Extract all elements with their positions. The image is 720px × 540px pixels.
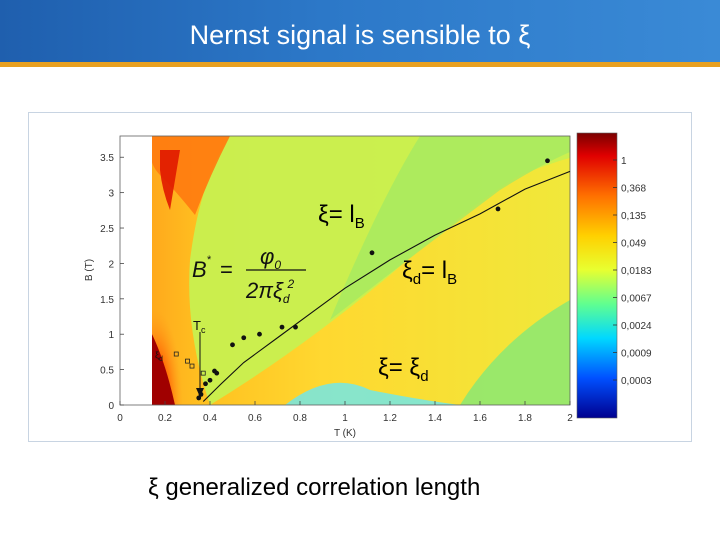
svg-text:φ0: φ0 xyxy=(260,244,281,272)
svg-text:B: B xyxy=(192,257,207,282)
x-tick-label: 1.8 xyxy=(518,413,532,424)
formula-b-star: B * = φ0 2πξd2 xyxy=(192,244,306,306)
slide-header xyxy=(0,0,720,62)
data-point xyxy=(257,331,262,337)
xid-marker-label: ξd xyxy=(155,350,163,363)
xid-marker xyxy=(200,370,206,376)
annotation-xi-equals-xid: ξ= ξd xyxy=(378,354,429,385)
colorbar-ticks: 1 0,368 0,135 0,049 0,0183 0,0067 0,0024 0,0009… xyxy=(613,156,652,387)
y-tick-label: 3.5 xyxy=(100,153,114,164)
colorbar-tick-label: 0,135 xyxy=(621,211,646,222)
x-tick-label: 0.8 xyxy=(293,413,307,424)
slide-caption: ξ generalized correlation length xyxy=(148,474,481,501)
y-tick-label: 1.5 xyxy=(100,295,114,306)
x-tick-label: 1.6 xyxy=(473,413,487,424)
tc-label: Tc xyxy=(193,318,206,335)
data-point xyxy=(207,377,213,383)
svg-text:=: = xyxy=(220,257,233,282)
data-point xyxy=(241,335,247,341)
annotation-xi-equals-lb: ξ= lB xyxy=(318,201,365,232)
colorbar-tick-label: 0,0024 xyxy=(621,321,652,332)
data-point xyxy=(293,324,298,330)
colorbar xyxy=(577,133,617,418)
xid-marker xyxy=(173,351,179,357)
x-axis-ticks: 0 0.2 0.4 0.6 0.8 1 1.2 1.4 1.6 1.8 2 xyxy=(117,401,573,424)
data-point xyxy=(203,381,208,387)
data-point xyxy=(279,324,285,330)
heatmap-field xyxy=(120,136,570,405)
xid-marker xyxy=(185,358,190,364)
tc-arrow xyxy=(196,332,204,397)
colorbar-tick-label: 1 xyxy=(621,156,627,167)
data-point xyxy=(495,206,501,212)
data-point xyxy=(230,342,235,348)
y-tick-label: 2.5 xyxy=(100,224,114,235)
crossover-line xyxy=(202,170,571,402)
xid-markers xyxy=(173,351,206,376)
x-tick-label: 0 xyxy=(117,413,123,424)
y-tick-label: 2 xyxy=(108,259,114,270)
x-tick-label: 0.2 xyxy=(158,413,172,424)
y-tick-label: 3 xyxy=(108,189,114,200)
x-tick-label: 2 xyxy=(567,413,573,424)
svg-text:*: * xyxy=(207,254,212,266)
colorbar-tick-label: 0,0183 xyxy=(621,266,652,277)
y-axis-ticks: 0 0.5 1 1.5 2 2.5 3 3.5 xyxy=(100,153,124,412)
x-tick-label: 0.4 xyxy=(203,413,217,424)
y-tick-label: 0 xyxy=(108,401,114,412)
svg-text:2πξd2: 2πξd2 xyxy=(245,277,295,306)
header-accent-rule xyxy=(0,62,720,67)
x-tick-label: 1 xyxy=(342,413,348,424)
colorbar-tick-label: 0,0003 xyxy=(621,376,652,387)
colorbar-tick-label: 0,049 xyxy=(621,239,646,250)
data-points xyxy=(196,158,550,401)
colorbar-tick-label: 0,368 xyxy=(621,184,646,195)
colorbar-tick-label: 0,0009 xyxy=(621,349,652,360)
y-axis-label: B (T) xyxy=(84,259,95,281)
x-tick-label: 1.2 xyxy=(383,413,397,424)
colorbar-tick-label: 0,0067 xyxy=(621,294,652,305)
data-point xyxy=(214,370,220,376)
xid-marker xyxy=(189,363,195,369)
y-tick-label: 0.5 xyxy=(100,366,114,377)
slide-title: Nernst signal is sensible to ξ xyxy=(189,20,531,50)
x-axis-label: T (K) xyxy=(334,428,356,439)
data-point xyxy=(545,158,550,164)
annotation-xid-equals-lb: ξd= lB xyxy=(402,257,457,288)
y-tick-label: 1 xyxy=(108,330,114,341)
x-tick-label: 0.6 xyxy=(248,413,262,424)
data-point xyxy=(369,250,375,256)
x-tick-label: 1.4 xyxy=(428,413,442,424)
